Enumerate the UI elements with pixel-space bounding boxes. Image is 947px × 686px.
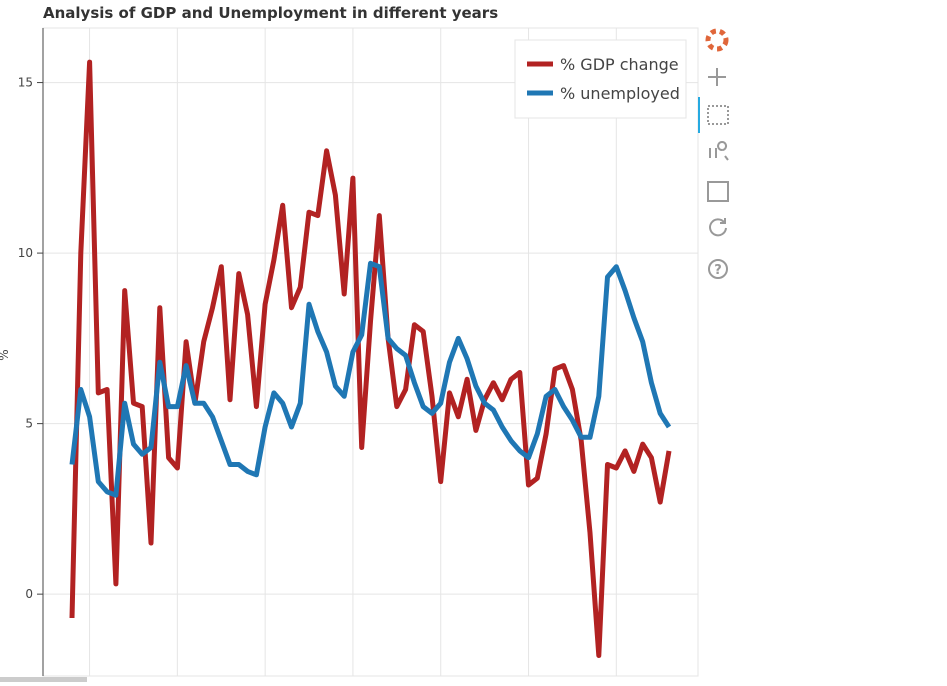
logo[interactable]: [705, 28, 729, 52]
chart-title: Analysis of GDP and Unemployment in diff…: [43, 4, 498, 22]
save-tool[interactable]: [707, 181, 729, 202]
legend: % GDP change % unemployed: [514, 39, 687, 119]
series-line: [69, 260, 672, 498]
y-tick-label: 15: [18, 76, 33, 90]
plot-area: [69, 59, 672, 658]
legend-box: [514, 39, 687, 119]
grid: [37, 27, 699, 677]
toolbar: ?: [698, 28, 729, 279]
box-zoom-tool[interactable]: [707, 105, 729, 125]
reset-tool[interactable]: [709, 218, 727, 237]
y-tick-label: 0: [25, 587, 33, 601]
y-tick-label: 10: [18, 246, 33, 260]
series-line: [69, 59, 672, 658]
scrollbar: [0, 677, 87, 682]
pan-tool[interactable]: [708, 68, 726, 86]
y-tick-label: 5: [25, 417, 33, 431]
legend-label: % GDP change: [560, 55, 679, 74]
wheel-zoom-tool[interactable]: [709, 141, 729, 161]
help-tool[interactable]: [708, 259, 728, 279]
legend-label: % unemployed: [560, 84, 680, 103]
y-axis-label: %: [0, 349, 11, 360]
help-icon: ?: [714, 263, 722, 278]
